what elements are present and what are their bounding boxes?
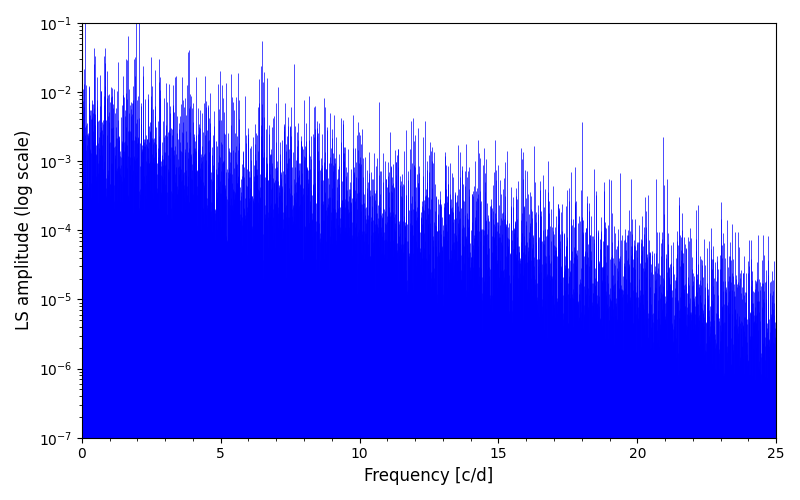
X-axis label: Frequency [c/d]: Frequency [c/d] [364, 467, 494, 485]
Y-axis label: LS amplitude (log scale): LS amplitude (log scale) [15, 130, 33, 330]
